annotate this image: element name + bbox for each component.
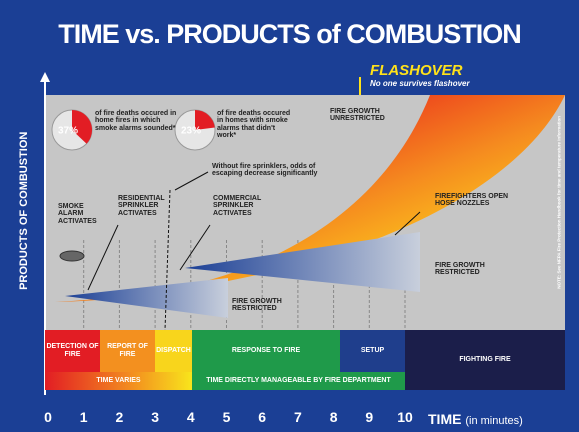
phase: REPORT OF FIRE	[100, 330, 155, 372]
phase: SETUP	[340, 330, 405, 372]
x-tick-label: 1	[80, 409, 88, 425]
annotation: SMOKE ALARM ACTIVATES	[58, 203, 103, 225]
y-label: PRODUCTS OF COMBUSTION	[19, 111, 31, 311]
phase-group: TIME VARIES	[45, 372, 192, 390]
x-tick-label: 2	[116, 409, 124, 425]
x-tick-label: 4	[187, 409, 195, 425]
phase: RESPONSE TO FIRE	[192, 330, 340, 372]
annotation: FIRE GROWTH RESTRICTED	[435, 262, 495, 277]
phase: DISPATCH	[155, 330, 192, 372]
phase: FIGHTING FIRE	[405, 330, 565, 390]
x-tick-label: 9	[365, 409, 373, 425]
annotation: RESIDENTIAL SPRINKLER ACTIVATES	[118, 195, 170, 217]
title: TIME vs. PRODUCTS of COMBUSTION	[0, 20, 579, 48]
page: 37% 23% 0 1 2 3 4 5 6 7 8 9 10 TIME vs. PRODUCTS of …	[0, 0, 579, 432]
phase-group: TIME DIRECTLY MANAGEABLE BY FIRE DEPARTM…	[192, 372, 405, 390]
annotation: FIREFIGHTERS OPEN HOSE NOZZLES	[435, 193, 510, 208]
flashover-sub: No one survives flashover	[370, 80, 470, 88]
x-tick-label: 7	[294, 409, 302, 425]
annotation: FIRE GROWTH UNRESTRICTED	[330, 108, 400, 123]
x-tick-label: 6	[258, 409, 266, 425]
stat-text: of fire deaths occured in homes with smo…	[217, 110, 295, 139]
annotation: COMMERCIAL SPRINKLER ACTIVATES	[213, 195, 268, 217]
note: NOTE: See NFPA Fire Protection Handbook …	[558, 102, 563, 302]
x-label-text: TIME	[428, 411, 461, 427]
x-tick-label: 0	[44, 409, 52, 425]
stat-text: of fire deaths occured in home fires in …	[95, 110, 177, 132]
x-tick-label: 3	[151, 409, 159, 425]
x-tick-label: 5	[223, 409, 231, 425]
pie-label: 37%	[58, 126, 78, 137]
x-tick-label: 8	[330, 409, 338, 425]
flashover: FLASHOVER	[370, 63, 463, 79]
annotation: FIRE GROWTH RESTRICTED	[232, 298, 292, 313]
pie-label: 23%	[181, 126, 201, 137]
alarm-icon	[60, 251, 84, 261]
x-tick-label: 10	[397, 409, 413, 425]
x-label: TIME (in minutes)	[428, 412, 523, 428]
y-arrow	[40, 72, 50, 82]
phase: DETECTION OF FIRE	[45, 330, 100, 372]
annotation: Without fire sprinklers, odds of escapin…	[212, 163, 322, 178]
x-unit: (in minutes)	[465, 415, 522, 427]
